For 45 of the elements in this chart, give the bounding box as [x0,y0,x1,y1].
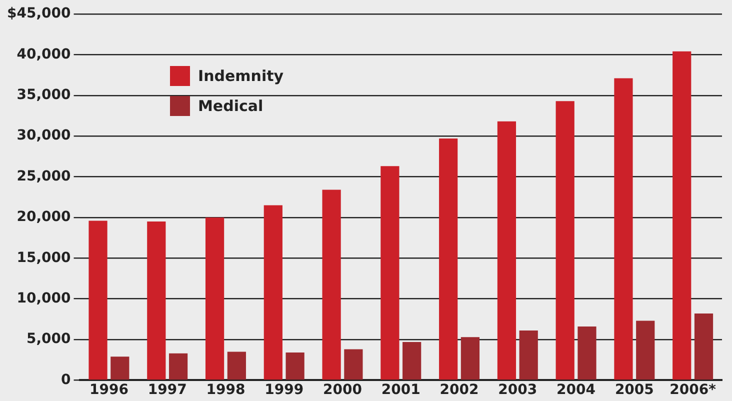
bar [264,205,282,380]
bar [672,51,692,380]
bar [694,313,714,380]
y-tick-label: 25,000 [16,168,72,184]
bar [147,222,166,380]
x-tick-label: 1997 [148,382,187,398]
y-tick-label: 15,000 [16,250,72,266]
y-tick-label: 35,000 [16,87,72,104]
y-tick-label: 20,000 [16,209,72,226]
bar [460,337,480,380]
bar [519,330,538,380]
x-tick-label: 1999 [264,382,304,398]
bar [88,220,108,380]
x-tick-label: 2004 [556,382,596,398]
bar [380,166,400,380]
y-tick-label: $45,000 [7,6,72,22]
x-tick-label: 1998 [206,382,246,398]
bar [636,320,655,380]
bar [168,353,188,380]
bar [110,356,130,380]
legend-label: Medical [198,97,264,115]
x-tick-label: 2002 [440,382,479,398]
x-tick-label: 2001 [381,382,420,398]
y-tick-label: 5,000 [26,331,72,348]
bar [286,352,304,380]
bar [322,190,341,380]
x-tick-label: 2006* [670,382,717,398]
x-tick-label: 1996 [89,382,128,398]
bar [344,349,363,380]
bar [205,217,224,380]
y-tick-label: 0 [61,372,72,388]
y-tick-label: 10,000 [16,290,72,306]
legend-label: Indemnity [198,67,284,85]
bar [227,352,246,380]
bar [402,342,422,380]
x-tick-label: 2000 [323,382,362,398]
y-tick-label: 30,000 [16,128,72,144]
bar [497,121,516,380]
x-tick-label: 2005 [614,382,654,398]
y-tick-label: 40,000 [16,46,72,62]
bar [578,326,596,380]
bar [556,101,574,380]
x-tick-label: 2003 [498,382,538,398]
bar [614,78,633,380]
bar [439,138,458,380]
